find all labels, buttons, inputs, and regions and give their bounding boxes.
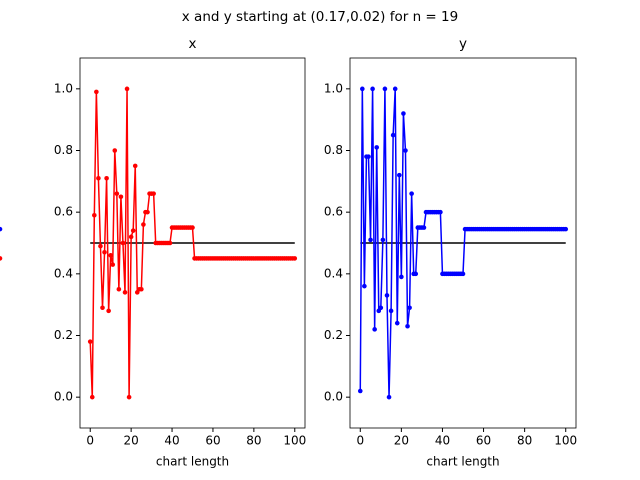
subplot-title: x bbox=[189, 36, 197, 52]
data-point bbox=[362, 283, 367, 289]
x-tick-label: 80 bbox=[246, 434, 261, 448]
data-point bbox=[403, 148, 408, 153]
data-point bbox=[132, 163, 138, 169]
data-point bbox=[409, 191, 414, 196]
data-point bbox=[386, 394, 392, 400]
data-point bbox=[421, 225, 427, 230]
y-tick-label: 1.0 bbox=[324, 81, 343, 95]
y-tick-label: 0.2 bbox=[54, 328, 73, 342]
x-tick-label: 60 bbox=[476, 434, 491, 448]
data-point bbox=[382, 86, 388, 92]
figure-title: x and y starting at (0.17,0.02) for n = … bbox=[182, 9, 458, 25]
data-point bbox=[292, 256, 298, 261]
data-point bbox=[128, 234, 134, 240]
data-point bbox=[124, 86, 130, 92]
data-point bbox=[388, 308, 394, 314]
data-point bbox=[438, 209, 443, 215]
data-point bbox=[114, 191, 120, 196]
x-tick-label: 20 bbox=[394, 434, 409, 448]
data-point bbox=[405, 323, 410, 329]
data-point bbox=[96, 175, 101, 181]
data-point bbox=[139, 286, 144, 292]
data-point bbox=[397, 172, 402, 178]
data-point bbox=[563, 226, 569, 232]
data-point bbox=[399, 274, 404, 280]
x-tick-label: 40 bbox=[164, 434, 179, 448]
data-point bbox=[407, 305, 412, 311]
data-point bbox=[145, 209, 150, 215]
y-tick-label: 1.0 bbox=[54, 81, 73, 95]
data-point bbox=[374, 145, 380, 150]
data-point bbox=[366, 154, 371, 159]
data-point bbox=[116, 286, 122, 292]
x-tick-label: 60 bbox=[205, 434, 220, 448]
y-tick-label: 0.2 bbox=[324, 328, 343, 342]
data-point bbox=[390, 132, 396, 138]
data-point bbox=[87, 339, 93, 344]
y-tick-label: 0.8 bbox=[324, 143, 343, 157]
data-point bbox=[372, 327, 377, 332]
x-tick-label: 100 bbox=[283, 434, 306, 448]
data-point bbox=[120, 240, 126, 246]
data-point bbox=[0, 256, 3, 261]
x-tick-label: 0 bbox=[356, 434, 364, 448]
data-point bbox=[360, 86, 365, 92]
y-tick-label: 0.4 bbox=[324, 266, 343, 280]
data-point bbox=[378, 305, 384, 311]
data-point bbox=[357, 388, 363, 394]
data-point bbox=[130, 228, 136, 233]
data-point bbox=[167, 240, 173, 246]
data-point bbox=[460, 271, 466, 277]
axes-frame bbox=[79, 57, 306, 429]
data-point bbox=[126, 394, 132, 400]
data-point bbox=[190, 225, 195, 230]
axes-frame bbox=[349, 57, 577, 429]
data-point bbox=[102, 249, 107, 255]
data-point bbox=[106, 308, 111, 314]
data-point bbox=[413, 271, 419, 277]
data-point bbox=[100, 305, 105, 311]
data-point bbox=[392, 86, 398, 92]
data-point bbox=[394, 320, 400, 326]
y-tick-label: 0.0 bbox=[324, 390, 343, 404]
subplot-title: y bbox=[459, 36, 467, 52]
data-point bbox=[108, 253, 113, 258]
data-point bbox=[92, 212, 97, 218]
data-point bbox=[118, 194, 124, 200]
y-tick-label: 0.6 bbox=[324, 205, 343, 219]
data-point bbox=[370, 86, 375, 92]
x-tick-label: 40 bbox=[435, 434, 450, 448]
data-point bbox=[384, 293, 390, 298]
data-point bbox=[122, 290, 128, 295]
x-axis-label: chart length bbox=[156, 455, 229, 469]
y-tick-label: 0.0 bbox=[54, 390, 73, 404]
data-point bbox=[0, 226, 3, 232]
y-tick-label: 0.4 bbox=[54, 266, 73, 280]
data-point bbox=[104, 175, 109, 181]
x-tick-label: 0 bbox=[86, 434, 94, 448]
data-point bbox=[112, 148, 118, 153]
data-point bbox=[89, 394, 95, 400]
x-tick-label: 20 bbox=[123, 434, 138, 448]
data-point bbox=[94, 89, 99, 95]
data-point bbox=[401, 111, 406, 116]
x-tick-label: 80 bbox=[517, 434, 532, 448]
data-point bbox=[368, 237, 373, 243]
data-point bbox=[98, 243, 103, 249]
y-tick-label: 0.6 bbox=[54, 205, 73, 219]
data-point bbox=[151, 191, 156, 196]
data-point bbox=[141, 222, 146, 227]
x-axis-label: chart length bbox=[426, 455, 499, 469]
data-point bbox=[380, 237, 386, 243]
x-tick-label: 100 bbox=[554, 434, 577, 448]
y-tick-label: 0.8 bbox=[54, 143, 73, 157]
data-point bbox=[110, 262, 116, 267]
